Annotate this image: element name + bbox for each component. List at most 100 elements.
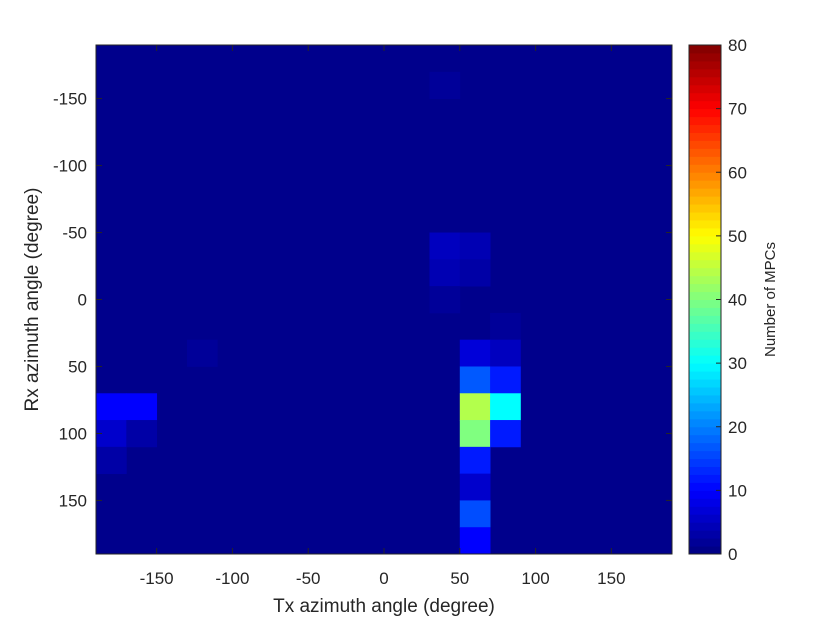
y-tick-label: -100 <box>53 157 87 176</box>
y-axis-label: Rx azimuth angle (degree) <box>22 188 43 412</box>
colorbar-stripe <box>689 100 721 110</box>
heatmap-cell <box>186 339 218 367</box>
colorbar-stripe <box>689 442 721 452</box>
colorbar-stripe <box>689 514 721 523</box>
colorbar-stripe <box>689 331 721 340</box>
colorbar-stripe <box>689 506 721 515</box>
colorbar-stripe <box>689 251 721 261</box>
colorbar-stripe <box>689 259 721 269</box>
colorbar-stripe <box>689 196 721 205</box>
x-tick-label: 100 <box>521 569 549 588</box>
colorbar-stripe <box>689 379 721 388</box>
colorbar-stripe <box>689 172 721 181</box>
heatmap-cell <box>96 393 127 421</box>
colorbar-stripe <box>689 347 721 356</box>
colorbar-tick-label: 70 <box>728 100 747 119</box>
x-tick-label: -150 <box>140 569 174 588</box>
heatmap-cell <box>459 232 491 260</box>
colorbar-stripe <box>689 371 721 380</box>
x-tick-label: -100 <box>215 569 249 588</box>
heatmap-cell <box>459 500 491 528</box>
colorbar-stripe <box>689 156 721 165</box>
colorbar-stripe <box>689 323 721 332</box>
colorbar-stripe <box>689 140 721 149</box>
colorbar-stripe <box>689 60 721 70</box>
colorbar-stripe <box>689 490 721 499</box>
heatmap-cell <box>490 393 521 421</box>
colorbar-stripe <box>689 283 721 293</box>
colorbar-tick-label: 10 <box>728 481 747 500</box>
heatmap-cell <box>429 286 461 314</box>
colorbar-stripe <box>689 299 721 308</box>
colorbar-stripe <box>689 546 721 555</box>
colorbar-stripe <box>689 498 721 507</box>
x-tick-label: -50 <box>296 569 321 588</box>
colorbar-stripe <box>689 538 721 547</box>
plot-background <box>96 45 672 554</box>
colorbar-stripe <box>689 386 721 396</box>
heatmap-cell <box>126 420 158 448</box>
colorbar-stripe <box>689 92 721 102</box>
colorbar-stripe <box>689 243 721 253</box>
y-tick-label: 100 <box>59 424 87 443</box>
y-tick-label: -150 <box>53 90 87 109</box>
colorbar-stripe <box>689 363 721 372</box>
plot-area <box>95 44 673 555</box>
colorbar-stripe <box>689 466 721 475</box>
colorbar-tick-label: 60 <box>728 163 747 182</box>
colorbar-stripe <box>689 426 721 436</box>
heatmap-cell <box>459 420 491 448</box>
colorbar-stripe <box>689 108 721 118</box>
colorbar-stripe <box>689 76 721 86</box>
colorbar-stripe <box>689 450 721 460</box>
heatmap-cell <box>490 339 521 367</box>
heatmap-cell <box>96 446 127 475</box>
colorbar-stripe <box>689 227 721 237</box>
colorbar-label: Number of MPCs <box>762 242 779 357</box>
y-axis-ticks: -150 -100 -50 0 50 100 150 <box>53 90 672 510</box>
colorbar-stripe <box>689 52 721 62</box>
colorbar-tick-label: 40 <box>728 291 747 310</box>
y-tick-label: -50 <box>62 224 87 243</box>
x-tick-label: 150 <box>597 569 625 588</box>
colorbar-stripe <box>689 315 721 324</box>
colorbar-stripe <box>689 219 721 229</box>
colorbar-stripe <box>689 84 721 94</box>
colorbar-stripe <box>689 116 721 126</box>
heatmap-cells <box>96 71 521 555</box>
heatmap-cell <box>459 339 491 367</box>
colorbar-stripe <box>689 355 721 364</box>
colorbar-stripe <box>689 180 721 189</box>
heatmap-cell <box>459 527 491 555</box>
colorbar-stripe <box>689 235 721 245</box>
colorbar-stripe <box>689 410 721 420</box>
colorbar-stripe <box>689 124 721 133</box>
colorbar-stripe <box>689 275 721 285</box>
colorbar-stripe <box>689 434 721 444</box>
colorbar-tick-label: 80 <box>728 36 747 55</box>
colorbar-stripe <box>689 394 721 404</box>
y-tick-label: 0 <box>78 291 87 310</box>
colorbar-stripe <box>689 307 721 316</box>
colorbar-stripe <box>689 45 721 54</box>
colorbar-tick-label: 0 <box>728 545 737 564</box>
colorbar-stripe <box>689 522 721 531</box>
colorbar-stripe <box>689 530 721 539</box>
heatmap-cell <box>459 366 491 394</box>
x-tick-label: 0 <box>379 569 388 588</box>
colorbar-stripe <box>689 418 721 428</box>
heatmap-cell <box>459 393 491 421</box>
colorbar-stripe <box>689 458 721 468</box>
heatmap-cell <box>429 232 461 260</box>
heatmap-cell <box>490 420 521 448</box>
x-axis-ticks: -150 -100 -50 0 50 100 150 <box>140 45 626 588</box>
heatmap-cell <box>459 446 491 475</box>
colorbar-gradient <box>689 45 721 555</box>
colorbar-stripe <box>689 474 721 483</box>
heatmap-cell <box>126 393 158 421</box>
colorbar-tick-label: 30 <box>728 354 747 373</box>
x-tick-label: 50 <box>450 569 469 588</box>
heatmap-cell <box>490 366 521 394</box>
colorbar-stripe <box>689 267 721 277</box>
